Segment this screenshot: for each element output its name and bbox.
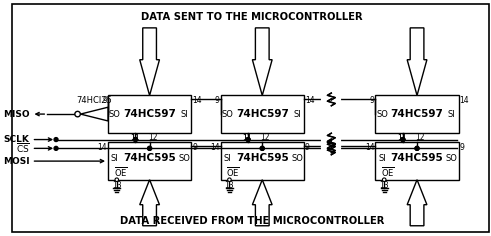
Text: SI: SI <box>181 110 188 118</box>
Text: 11: 11 <box>397 134 407 143</box>
Text: 11: 11 <box>130 134 139 143</box>
Bar <box>108 96 191 133</box>
Circle shape <box>246 138 250 142</box>
Text: MOSI: MOSI <box>3 157 29 166</box>
Text: 11: 11 <box>130 132 139 142</box>
Text: 9: 9 <box>305 143 310 152</box>
Text: $\overline{\mathrm{CS}}$: $\overline{\mathrm{CS}}$ <box>16 141 29 155</box>
Text: $\overline{\mathrm{OE}}$: $\overline{\mathrm{OE}}$ <box>381 165 395 179</box>
Text: SO: SO <box>446 154 458 163</box>
Text: 14: 14 <box>305 96 315 105</box>
Text: SI: SI <box>223 154 231 163</box>
Circle shape <box>75 111 81 117</box>
Circle shape <box>228 178 231 181</box>
Text: SI: SI <box>448 110 456 118</box>
Text: SO: SO <box>178 154 191 163</box>
Circle shape <box>415 146 419 150</box>
Text: SO: SO <box>291 154 303 163</box>
Text: 74HC595: 74HC595 <box>391 153 443 163</box>
Text: SI: SI <box>111 154 119 163</box>
Bar <box>108 143 191 180</box>
Text: 14: 14 <box>97 143 107 152</box>
Bar <box>376 96 459 133</box>
Text: 14: 14 <box>460 96 469 105</box>
Polygon shape <box>140 28 160 96</box>
Polygon shape <box>252 180 272 226</box>
Text: 74HC597: 74HC597 <box>391 109 443 119</box>
Text: 9: 9 <box>370 96 375 105</box>
Text: MISO: MISO <box>3 110 29 118</box>
Text: 13: 13 <box>112 181 121 190</box>
Text: 9: 9 <box>102 96 107 105</box>
Text: 12: 12 <box>260 132 270 142</box>
Polygon shape <box>407 28 427 96</box>
Circle shape <box>134 138 137 142</box>
Text: SO: SO <box>221 110 233 118</box>
Text: 74HC597: 74HC597 <box>236 109 289 119</box>
Text: 14: 14 <box>210 143 219 152</box>
Polygon shape <box>140 180 160 226</box>
Polygon shape <box>81 107 108 121</box>
Text: SI: SI <box>293 110 301 118</box>
Text: $\overline{\mathrm{OE}}$: $\overline{\mathrm{OE}}$ <box>114 165 128 179</box>
Text: 74HC597: 74HC597 <box>123 109 176 119</box>
Circle shape <box>382 178 386 181</box>
Text: 12: 12 <box>415 132 425 142</box>
Bar <box>220 96 304 133</box>
Text: 9: 9 <box>192 143 197 152</box>
Bar <box>376 143 459 180</box>
Circle shape <box>148 146 152 150</box>
Text: DATA RECEIVED FROM THE MICROCONTROLLER: DATA RECEIVED FROM THE MICROCONTROLLER <box>120 216 384 226</box>
Text: 9: 9 <box>215 96 219 105</box>
Bar <box>220 143 304 180</box>
Circle shape <box>401 138 405 142</box>
Text: 74HCl25: 74HCl25 <box>77 96 112 105</box>
Polygon shape <box>252 28 272 96</box>
Text: 11: 11 <box>397 132 407 142</box>
Text: 14: 14 <box>192 96 202 105</box>
Text: 11: 11 <box>243 132 252 142</box>
Text: SO: SO <box>376 110 388 118</box>
Text: DATA SENT TO THE MICROCONTROLLER: DATA SENT TO THE MICROCONTROLLER <box>141 12 363 22</box>
Text: 14: 14 <box>365 143 375 152</box>
Text: 11: 11 <box>243 134 252 143</box>
Text: 13: 13 <box>224 181 234 190</box>
Circle shape <box>260 146 264 150</box>
Polygon shape <box>407 180 427 226</box>
Text: SCLK: SCLK <box>4 135 29 144</box>
Circle shape <box>415 146 419 150</box>
Circle shape <box>401 138 405 142</box>
Text: 12: 12 <box>148 132 157 142</box>
Text: 13: 13 <box>380 181 389 190</box>
Circle shape <box>246 138 250 142</box>
Text: 9: 9 <box>460 143 464 152</box>
Circle shape <box>260 146 264 150</box>
Text: $\overline{\mathrm{OE}}$: $\overline{\mathrm{OE}}$ <box>226 165 240 179</box>
Text: 74HC595: 74HC595 <box>123 153 176 163</box>
Circle shape <box>134 138 137 142</box>
Circle shape <box>148 146 152 150</box>
Circle shape <box>54 146 58 150</box>
Circle shape <box>54 138 58 142</box>
Text: SI: SI <box>379 154 386 163</box>
Circle shape <box>115 178 118 181</box>
Text: SO: SO <box>109 110 121 118</box>
Text: 74HC595: 74HC595 <box>236 153 289 163</box>
